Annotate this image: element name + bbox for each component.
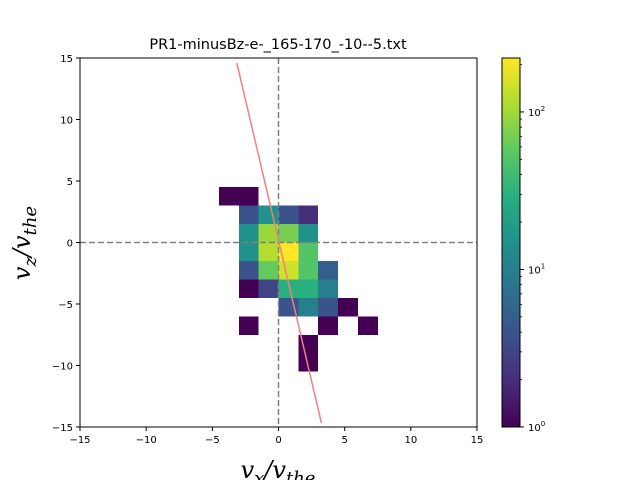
x-tick-label: 5: [341, 435, 347, 446]
x-tick-label: −15: [69, 435, 90, 446]
heatmap-cell-1: [238, 187, 259, 206]
y-tick-label: −15: [52, 423, 73, 434]
heatmap-cell-32: [298, 353, 319, 372]
y-tick-label: 15: [60, 54, 73, 65]
x-tick-label: −10: [136, 435, 157, 446]
heatmap-cell-14: [238, 260, 259, 280]
heatmap-cell-26: [318, 297, 339, 317]
heatmap-cell-8: [278, 224, 299, 243]
heatmap-cell-15: [258, 260, 279, 280]
heatmap-cell-19: [238, 279, 259, 298]
heatmap-cell-4: [278, 205, 299, 225]
chart-title: PR1-minusBz-e-_165-170_-10--5.txt: [149, 37, 407, 53]
heatmap-cells: [218, 187, 378, 372]
y-tick-label: 10: [60, 116, 73, 127]
fit-line: [236, 62, 323, 424]
heatmap-cell-2: [238, 205, 259, 225]
heatmap-cell-11: [258, 242, 279, 261]
colorbar-tick-label: 100: [528, 420, 545, 434]
x-axis-label: vx/vthe: [241, 456, 316, 480]
fit-line-layer: [236, 62, 323, 424]
heatmap-cell-5: [298, 205, 319, 225]
colorbar-tick-label: 101: [528, 262, 545, 276]
heatmap-cell-21: [278, 279, 299, 298]
colorbar: 100 101 102: [501, 57, 545, 434]
colorbar-tick-label: 102: [528, 105, 545, 119]
x-tick-label: 10: [404, 435, 417, 446]
heatmap-cell-22: [298, 279, 319, 298]
heatmap-cell-18: [318, 260, 339, 280]
heatmap-cell-7: [258, 224, 279, 243]
y-axis-label: vz/vthe: [8, 206, 41, 280]
heatmap-cell-17: [298, 260, 319, 280]
heatmap-cell-3: [258, 205, 279, 225]
y-axis-ticks: −15 −10 −5 0 5 10 15: [52, 54, 80, 434]
heatmap-cell-16: [278, 260, 299, 280]
y-tick-label: 0: [67, 239, 73, 250]
x-axis-ticks: −15 −10 −5 0 5 10 15: [69, 427, 483, 446]
heatmap-cell-25: [298, 297, 319, 317]
heatmap-cell-29: [318, 316, 339, 335]
heatmap-cell-12: [278, 242, 299, 261]
heatmap-cell-27: [338, 297, 358, 317]
y-tick-label: −10: [52, 362, 73, 373]
heatmap-cell-23: [318, 279, 339, 298]
heatmap-cell-30: [357, 316, 378, 335]
colorbar-ticks: 100 101 102: [520, 64, 545, 434]
heatmap-cell-10: [238, 242, 259, 261]
x-tick-label: −5: [205, 435, 220, 446]
x-tick-label: 15: [471, 435, 484, 446]
colorbar-gradient: [501, 57, 521, 428]
heatmap-cell-20: [258, 279, 279, 298]
heatmap-cell-13: [298, 242, 319, 261]
heatmap-cell-28: [238, 316, 259, 335]
y-tick-label: 5: [67, 177, 73, 188]
y-tick-label: −5: [58, 300, 73, 311]
plot-axes: −15 −10 −5 0 5 10 15 −15 −10 −5 0 5 10 15: [52, 54, 483, 446]
heatmap-cell-9: [298, 224, 319, 243]
heatmap-cell-0: [218, 187, 239, 206]
x-tick-label: 0: [275, 435, 281, 446]
heatmap-cell-6: [238, 224, 259, 243]
